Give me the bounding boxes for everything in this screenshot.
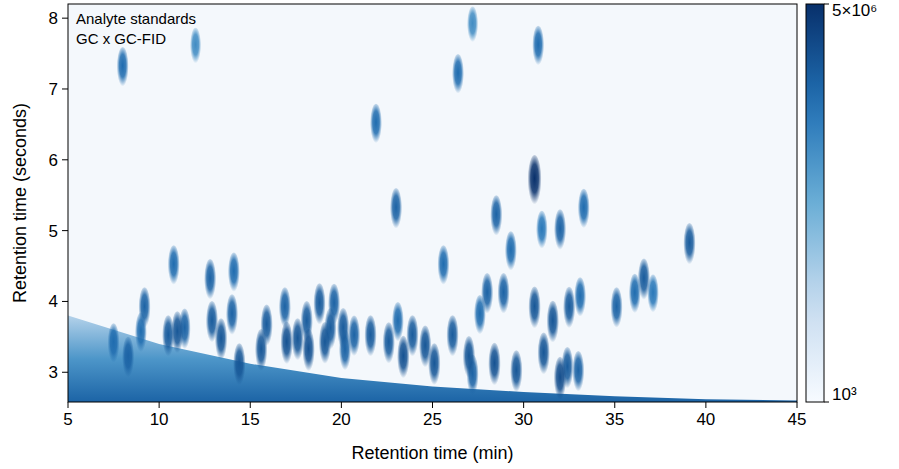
peak	[505, 231, 517, 272]
plot-frame	[68, 4, 797, 402]
x-tick-label: 25	[423, 410, 442, 429]
peak	[463, 336, 476, 380]
x-tick	[523, 402, 524, 408]
x-tick-label: 20	[332, 410, 351, 429]
peak	[497, 273, 509, 316]
peak	[452, 54, 464, 95]
x-tick-label: 40	[696, 410, 715, 429]
y-tick-label: 6	[49, 151, 58, 170]
x-tick	[159, 402, 160, 408]
peak	[204, 259, 216, 302]
peak	[467, 7, 478, 44]
peak	[190, 28, 201, 65]
peak	[638, 259, 650, 302]
peak	[563, 287, 575, 330]
subtitle: GC x GC-FID	[76, 30, 166, 47]
y-tick	[62, 18, 68, 19]
peak	[168, 245, 180, 286]
plot-area	[68, 7, 797, 402]
peak	[370, 104, 382, 145]
y-axis-title: Retention time (seconds)	[10, 103, 30, 303]
plot-background	[68, 4, 797, 402]
peak	[348, 316, 360, 359]
colorbar	[806, 4, 824, 402]
x-tick-label: 15	[241, 410, 260, 429]
x-tick-label: 10	[150, 410, 169, 429]
y-tick-label: 4	[49, 292, 58, 311]
peak	[280, 322, 293, 367]
peak	[215, 318, 228, 362]
x-tick	[432, 402, 433, 408]
peak	[683, 223, 695, 266]
peak	[255, 329, 268, 373]
peak	[302, 329, 315, 374]
peak	[390, 188, 402, 231]
peak	[532, 26, 544, 67]
y-tick	[62, 372, 68, 373]
y-tick-label: 5	[49, 222, 58, 241]
x-tick	[68, 402, 69, 408]
peak	[138, 287, 150, 330]
peak	[481, 273, 493, 316]
x-tick-label: 30	[514, 410, 533, 429]
peak	[383, 322, 395, 365]
x-tick	[250, 402, 251, 408]
x-tick-label: 45	[788, 410, 807, 429]
peak	[510, 350, 523, 394]
colorbar-tick-label: 10³	[832, 385, 857, 404]
peak	[528, 155, 542, 207]
x-tick-label: 5	[63, 410, 72, 429]
y-tick	[62, 159, 68, 160]
x-tick	[341, 402, 342, 408]
y-tick-label: 3	[49, 363, 58, 382]
colorbar-tick-label: 5×10⁶	[832, 1, 877, 20]
peak	[122, 337, 134, 380]
y-tick-label: 8	[49, 9, 58, 28]
peak	[226, 294, 238, 337]
x-tick	[797, 402, 798, 408]
peak	[117, 47, 129, 88]
peak	[572, 351, 584, 394]
peak	[554, 357, 567, 402]
colorbar-tick	[824, 4, 829, 5]
x-tick	[705, 402, 706, 408]
peak	[490, 195, 502, 238]
peak	[233, 343, 246, 387]
y-tick	[62, 88, 68, 89]
peak	[428, 343, 441, 387]
y-tick	[62, 301, 68, 302]
peak	[554, 209, 566, 252]
peak	[337, 308, 349, 351]
peak	[228, 252, 240, 293]
peak	[488, 343, 501, 388]
x-axis-title: Retention time (min)	[351, 443, 513, 463]
peak	[578, 189, 590, 230]
peak	[364, 315, 376, 358]
x-tick	[614, 402, 615, 408]
title: Analyte standards	[76, 10, 196, 27]
peak	[528, 287, 541, 331]
peak	[397, 336, 410, 381]
peak	[291, 318, 304, 362]
peak	[108, 323, 120, 364]
peak	[537, 333, 550, 377]
peak	[446, 315, 458, 358]
peak	[313, 283, 325, 326]
peak	[319, 322, 332, 366]
peak	[574, 277, 586, 318]
peak	[610, 287, 622, 330]
peak	[171, 311, 184, 355]
peak	[547, 301, 560, 345]
y-tick-label: 7	[49, 80, 58, 99]
peak	[437, 245, 449, 286]
x-tick-label: 35	[605, 410, 624, 429]
chart: 51015202530354045345678Retention time (m…	[0, 0, 899, 469]
colorbar-tick	[824, 402, 829, 403]
y-tick	[62, 230, 68, 231]
peak	[536, 211, 548, 251]
